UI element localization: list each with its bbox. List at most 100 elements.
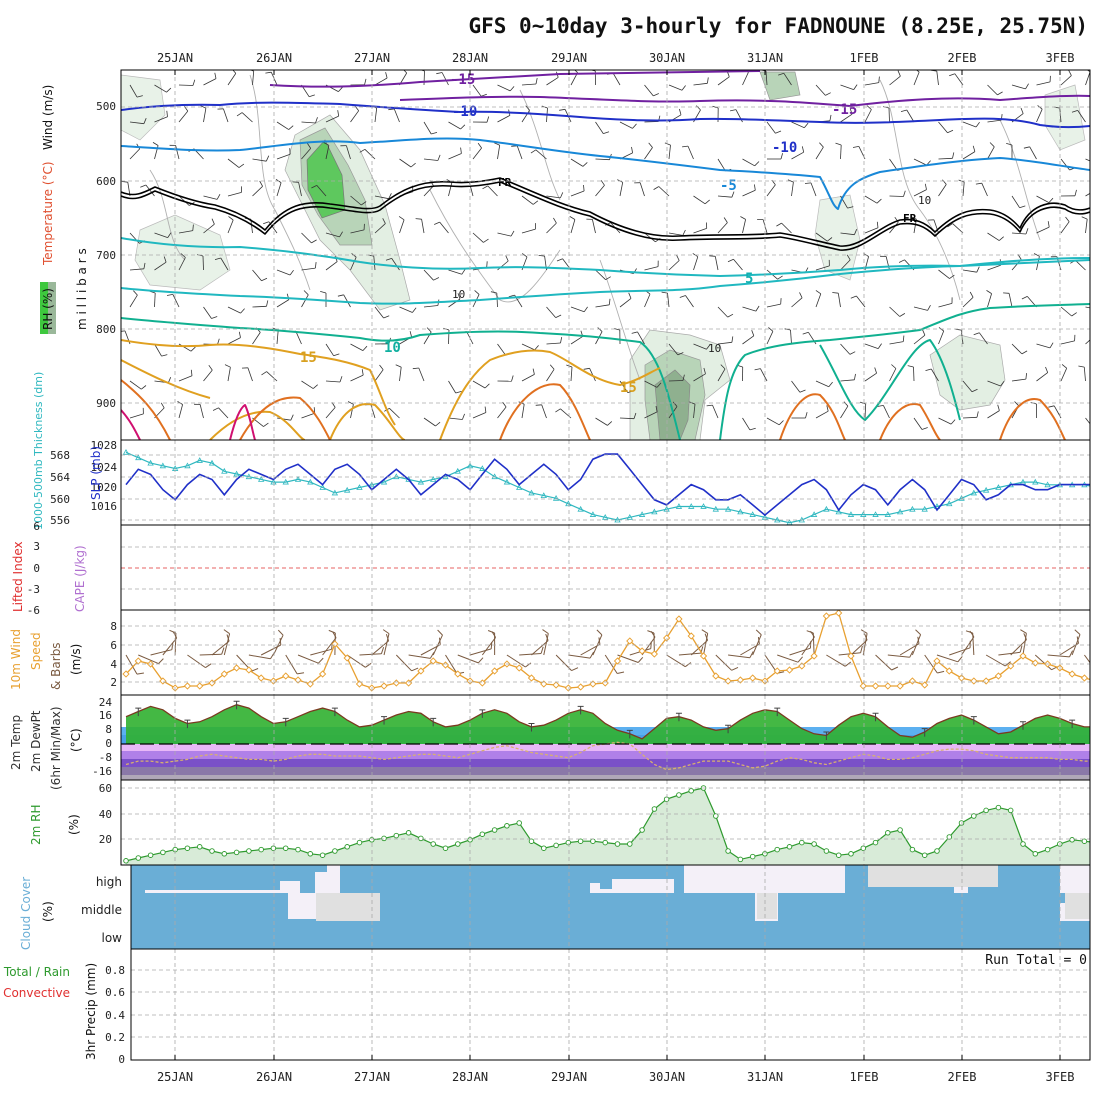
upper-wind-barb [178,110,189,123]
wind-barb-flag [136,672,144,675]
upper-wind-barb [301,294,309,308]
upper-wind-barb [178,375,193,382]
upper-wind-barb [889,158,898,171]
upper-wind-barb-flag [1025,228,1029,235]
upper-wind-barb-flag [412,307,417,313]
rh-marker [651,806,658,812]
upper-wind-barb-flag [214,257,221,260]
temp-minmax-marker [823,731,830,741]
upper-wind-barb-flag [263,422,269,427]
thickness-marker [1044,481,1051,488]
wind-barb-flag [251,668,259,672]
upper-wind-barb [840,405,849,419]
slp-axis-right: 1028 1024 1020 1016 [91,439,118,513]
upper-wind-barb-flag [409,331,412,338]
upper-wind-barb [592,219,596,234]
upper-wind-barb-flag [603,131,610,134]
wind-tick: 6 [110,639,117,652]
rh-marker [971,813,977,819]
upper-wind-barb [815,293,822,308]
upper-wind-barb-flag [435,421,441,427]
upper-wind-barb-flag [740,216,746,220]
upper-wind-barb-flag [1071,110,1078,113]
cape-label: CAPE (J/kg) [73,545,87,612]
upper-wind-barb [952,223,964,234]
temperature-area [126,704,1090,744]
upper-wind-barb [888,107,890,123]
upper-wind-barb-flag [289,148,291,155]
upper-wind-barb-flag [1048,405,1055,408]
upper-wind-barb-flag [849,108,853,115]
upper-wind-barb [1011,232,1027,235]
upper-wind-barb-flag [975,182,982,185]
upper-wind-barb-flag [902,335,905,342]
upper-wind-barb-flag [216,194,221,200]
temp-minmax-marker [233,700,240,710]
upper-wind-barb-flag [192,224,194,231]
wind-barb-flag [864,633,868,641]
wind-speed-marker [527,674,536,682]
wind-speed-marker [871,682,880,690]
temperature-label: Temperature (°C) [41,161,55,266]
wind-barb-flag [487,630,495,634]
upper-wind-barb-flag [228,216,234,221]
upper-wind-barb-flag [385,72,388,79]
upper-wind-barb [889,341,904,345]
upper-wind-barb [276,269,291,276]
thickness-marker [909,505,916,512]
wind-barb [812,632,815,656]
wind-barb-flag [915,629,921,635]
upper-wind-barb-flag [656,382,662,388]
upper-wind-barb [742,306,757,312]
wind-barb [150,649,173,656]
wind-speed-marker [994,672,1003,680]
thickness-marker [466,462,474,469]
upper-wind-barb [418,367,425,382]
upper-wind-barb [987,293,992,308]
upper-wind-barb-flag [819,142,824,148]
rh-marker [934,848,940,854]
upper-wind-barb [129,294,138,308]
rh-contour [249,74,311,291]
upper-wind-barb [129,413,144,419]
wind-barb [936,654,959,663]
rh-marker [577,838,584,844]
thickness-tick: 564 [50,471,70,484]
temp-minmax-marker [331,707,338,717]
rh-marker [725,848,731,854]
rh-patch [654,369,691,440]
wind-barb [469,648,492,656]
date-label-top: 3FEB [1046,51,1075,65]
upper-wind-barb [496,292,498,308]
wind-barb-flag [1004,661,1011,667]
upper-wind-barb [913,417,923,430]
rh-marker [786,844,793,850]
slp-tick: 1028 [91,439,118,452]
cloud-cell [380,893,755,921]
upper-wind-barb-flag [751,330,755,336]
upper-wind-barb-flag [898,259,905,263]
wind-barb [985,654,1006,667]
upper-wind-barb-flag [521,253,528,258]
upper-wind-barb [546,77,559,86]
temp-contour-10 [121,303,1090,440]
temp-contour-minus15-b [399,94,1090,107]
upper-wind-barb [612,72,621,86]
upper-wind-barb [1036,195,1050,203]
upper-wind-barb-flag [166,87,172,93]
rh-marker [983,807,989,814]
wind-speed-marker [945,667,953,675]
wind-speed-marker [589,680,597,688]
cloud-cell [276,893,288,921]
upper-wind-barb [667,293,670,308]
thickness-marker [331,489,339,496]
wind-speed-marker [699,652,708,660]
upper-wind-barb [227,158,240,168]
cloud-cell [340,865,415,893]
rh-marker [823,848,830,854]
upper-wind-barb-flag [768,327,774,332]
precip-tick: 0.2 [105,1031,125,1044]
temp-tick: 16 [99,709,112,722]
temp-tick: 0 [105,737,112,750]
wind-axis: 8 6 4 2 [110,620,117,689]
